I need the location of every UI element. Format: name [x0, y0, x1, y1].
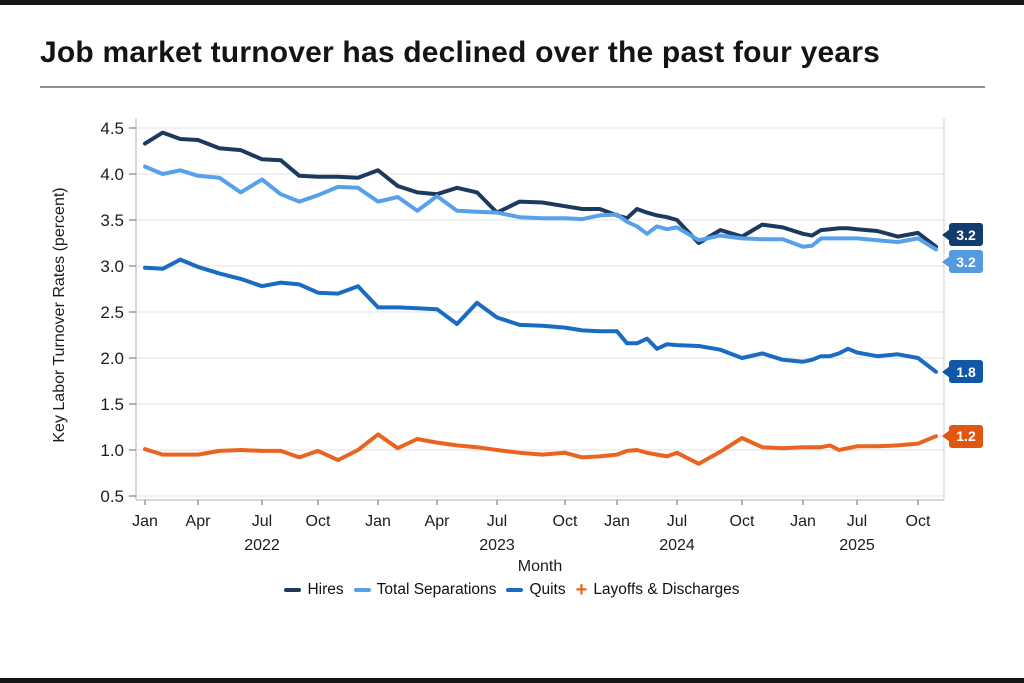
x-year-label: 2024 — [659, 537, 695, 554]
x-tick-label: Oct — [306, 513, 331, 530]
line-marker-icon — [506, 588, 524, 592]
end-value-label-hires: 3.2 — [942, 223, 983, 247]
y-tick-label: 2.5 — [100, 303, 124, 322]
x-tick-label: Oct — [730, 513, 755, 530]
end-value-label-quits: 1.8 — [942, 360, 983, 384]
chart-legend: Hires Total Separations Quits + Layoffs & Di… — [0, 579, 1024, 601]
x-tick-label: Jan — [132, 513, 158, 530]
title-divider — [40, 86, 985, 88]
x-tick-label: Jan — [604, 513, 630, 530]
y-tick-label: 0.5 — [100, 487, 124, 506]
y-tick-label: 2.0 — [100, 349, 124, 368]
legend-item-hires: Hires — [284, 581, 344, 599]
end-label-arrow — [942, 228, 950, 241]
legend-label: Total Separations — [376, 581, 497, 598]
series-line-layoffs-discharges — [143, 432, 938, 466]
end-value-label-layoffs-discharges: 1.2 — [942, 424, 983, 448]
x-tick-label: Jul — [847, 513, 867, 530]
y-tick-label: 4.0 — [100, 165, 124, 184]
end-label-value: 1.8 — [956, 363, 976, 380]
legend-label: Hires — [307, 581, 344, 598]
x-tick-label: Jul — [667, 513, 687, 530]
x-tick-label: Jan — [790, 513, 816, 530]
legend-item-total-separations: Total Separations — [353, 581, 497, 599]
line-marker-icon — [284, 588, 302, 592]
x-tick-label: Apr — [425, 513, 451, 530]
legend-item-quits: Quits — [506, 581, 566, 599]
y-tick-label: 1.5 — [100, 395, 124, 414]
legend-label: Layoffs & Discharges — [593, 581, 740, 598]
end-value-label-total-separations: 3.2 — [942, 250, 983, 274]
plus-marker-icon: + — [575, 579, 588, 601]
line-marker-icon — [353, 588, 371, 592]
y-tick-label: 3.5 — [100, 211, 124, 230]
end-label-value: 3.2 — [956, 253, 976, 270]
x-year-label: 2023 — [479, 537, 515, 554]
bottom-frame-bar — [0, 678, 1024, 683]
x-tick-label: Oct — [906, 513, 931, 530]
end-label-value: 1.2 — [956, 428, 976, 445]
series-line-hires — [143, 130, 938, 249]
y-tick-label: 4.5 — [100, 119, 124, 138]
end-label-arrow — [942, 365, 950, 378]
page-title: Job market turnover has declined over th… — [40, 36, 881, 69]
legend-label: Quits — [529, 581, 566, 598]
x-tick-label: Apr — [186, 513, 212, 530]
x-tick-label: Jul — [487, 513, 507, 530]
legend-item-layoffs-discharges: + Layoffs & Discharges — [575, 579, 740, 601]
series-line-quits — [143, 257, 938, 374]
x-year-label: 2022 — [244, 537, 280, 554]
end-label-value: 3.2 — [956, 226, 976, 243]
end-label-arrow — [942, 430, 950, 443]
x-tick-label: Jan — [365, 513, 391, 530]
x-tick-label: Jul — [252, 513, 272, 530]
x-tick-label: Oct — [553, 513, 578, 530]
x-year-label: 2025 — [839, 537, 875, 554]
top-frame-bar — [0, 0, 1024, 5]
y-axis-title: Key Labor Turnover Rates (percent) — [51, 187, 68, 443]
series-line-total-separations — [143, 164, 938, 252]
y-tick-label: 1.0 — [100, 441, 124, 460]
x-axis-title: Month — [517, 558, 563, 575]
end-label-arrow — [942, 255, 950, 268]
y-tick-label: 3.0 — [100, 257, 124, 276]
